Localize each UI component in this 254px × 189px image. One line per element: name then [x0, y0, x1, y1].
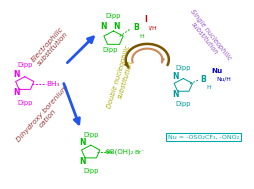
- Text: Dipp: Dipp: [175, 101, 190, 107]
- Text: I: I: [144, 15, 147, 24]
- Text: I/H: I/H: [147, 25, 156, 30]
- Text: Dihydroxy borenium
cation: Dihydroxy borenium cation: [15, 84, 74, 148]
- Text: N: N: [79, 139, 86, 147]
- Text: Nu: Nu: [211, 68, 222, 74]
- Text: H: H: [138, 34, 143, 39]
- Text: Dipp: Dipp: [175, 65, 190, 71]
- Text: Dipp: Dipp: [102, 47, 118, 53]
- Text: Br⁻: Br⁻: [134, 150, 144, 155]
- Text: N: N: [79, 157, 86, 166]
- Text: N: N: [13, 88, 20, 98]
- Text: Double nucleophilic
substitution: Double nucleophilic substitution: [106, 45, 138, 112]
- Text: H: H: [205, 85, 210, 90]
- Text: N: N: [13, 70, 20, 79]
- Text: Electrophilic
substitution: Electrophilic substitution: [30, 26, 70, 68]
- Text: N: N: [113, 22, 119, 31]
- Text: N: N: [171, 72, 178, 81]
- Text: N: N: [171, 90, 178, 99]
- Text: Single nucleophilic
substitution: Single nucleophilic substitution: [182, 8, 231, 65]
- Text: Dipp: Dipp: [83, 132, 98, 138]
- Text: B: B: [133, 23, 139, 32]
- Text: Nu = -OSO₂CF₃, -ONO₂: Nu = -OSO₂CF₃, -ONO₂: [167, 135, 238, 140]
- Text: Dipp: Dipp: [105, 13, 121, 19]
- Text: Dipp: Dipp: [17, 62, 32, 68]
- Text: Dipp: Dipp: [83, 168, 98, 174]
- Text: N: N: [100, 22, 106, 31]
- Text: Nu/H: Nu/H: [215, 77, 230, 82]
- Text: B: B: [200, 75, 206, 84]
- Text: BH₃: BH₃: [46, 81, 59, 87]
- Text: ⊕B(OH)₂: ⊕B(OH)₂: [104, 149, 134, 156]
- Text: Dipp: Dipp: [17, 100, 32, 106]
